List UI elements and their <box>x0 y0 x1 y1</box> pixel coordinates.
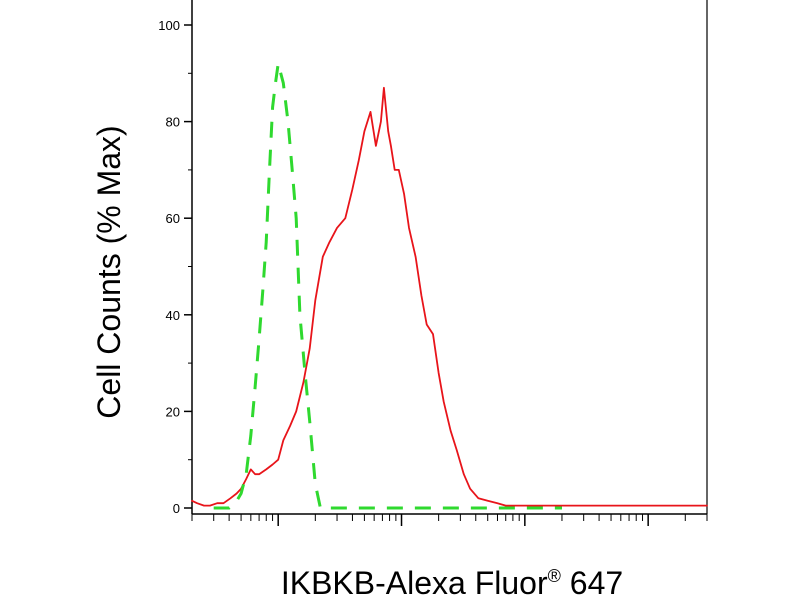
x-axis-title-superscript: ® <box>548 566 561 586</box>
y-tick-label-80: 80 <box>166 115 180 130</box>
data-series <box>191 62 708 510</box>
y-tick-label-0: 0 <box>173 501 180 516</box>
sample-curve <box>191 86 708 507</box>
y-tick-label-60: 60 <box>166 211 180 226</box>
plot-frame <box>191 0 708 515</box>
y-axis-title: Cell Counts (% Max) <box>91 125 127 418</box>
x-axis-title-main: IKBKB-Alexa Fluor <box>281 565 548 600</box>
x-axis-title-suffix: 647 <box>561 565 623 600</box>
y-tick-label-100: 100 <box>158 18 180 33</box>
y-tick-label-40: 40 <box>166 308 180 323</box>
isotype-control-curve <box>213 62 562 510</box>
x-axis-title: IKBKB-Alexa Fluor® 647 <box>281 565 623 600</box>
y-tick-label-20: 20 <box>166 404 180 419</box>
x-axis-ticks <box>191 514 708 526</box>
y-axis-ticks: 0 20 40 60 80 100 <box>158 18 192 516</box>
